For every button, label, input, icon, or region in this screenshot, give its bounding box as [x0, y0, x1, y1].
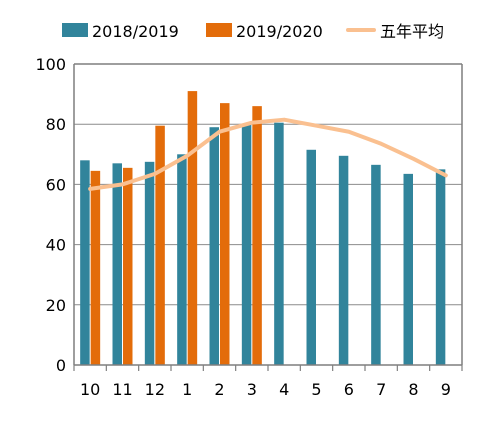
x-tick-label: 12	[145, 380, 165, 399]
bar-2018-2019-7	[371, 164, 381, 365]
bar-2018-2019-5	[306, 149, 316, 365]
x-tick-label: 8	[408, 380, 418, 399]
x-tick-label: 10	[80, 380, 100, 399]
bar-2019-2020-10	[90, 170, 101, 365]
line-layer	[88, 117, 448, 191]
y-tick-labels: 0 20 40 60 80 100	[35, 55, 66, 375]
x-tick-label: 5	[311, 380, 321, 399]
bar-2018-2019-12	[144, 161, 155, 365]
bar-2018-2019-4	[274, 122, 284, 365]
bar-2018-2019-9	[435, 169, 446, 365]
bars	[80, 91, 446, 366]
legend: 2018/2019 2019/2020 五年平均	[62, 22, 444, 41]
x-tick-label: 3	[247, 380, 257, 399]
y-tick-label: 20	[46, 296, 66, 315]
bar-2019-2020-12	[155, 125, 165, 365]
legend-swatch	[62, 23, 88, 37]
bar-2019-2020-2	[220, 103, 230, 365]
bar-2018-2019-11	[112, 163, 122, 365]
bar-2018-2019-10	[80, 160, 90, 365]
y-tick-label: 80	[46, 115, 66, 134]
bar-2018-2019-6	[338, 155, 349, 365]
x-tick-label: 6	[344, 380, 354, 399]
x-tick-label: 1	[182, 380, 192, 399]
y-tick-label: 60	[46, 175, 66, 194]
bar-2019-2020-1	[187, 91, 198, 365]
x-tick-label: 7	[376, 380, 386, 399]
y-tick-label: 40	[46, 236, 66, 255]
x-tick-label: 4	[279, 380, 289, 399]
y-tick-label: 100	[35, 55, 66, 74]
legend-swatch	[206, 23, 232, 37]
x-tick-labels: 10 11 12 1 2 3 4 5 6 7 8 9	[80, 380, 451, 399]
bar-2018-2019-3	[241, 124, 252, 365]
bar-2018-2019-8	[403, 173, 413, 365]
axes	[73, 63, 463, 371]
series-line-five-year-average	[88, 117, 448, 191]
legend-label: 2018/2019	[92, 22, 179, 41]
x-tick-label: 9	[441, 380, 451, 399]
bar-2018-2019-2	[209, 127, 219, 366]
bar-2018-2019-1	[177, 154, 187, 365]
legend-label: 五年平均	[380, 22, 444, 41]
legend-label: 2019/2020	[236, 22, 323, 41]
y-tick-label: 0	[56, 356, 66, 375]
x-tick-label: 11	[112, 380, 132, 399]
x-tick-label: 2	[214, 380, 224, 399]
bar-2019-2020-3	[252, 106, 262, 365]
bar-2019-2020-11	[123, 167, 133, 365]
